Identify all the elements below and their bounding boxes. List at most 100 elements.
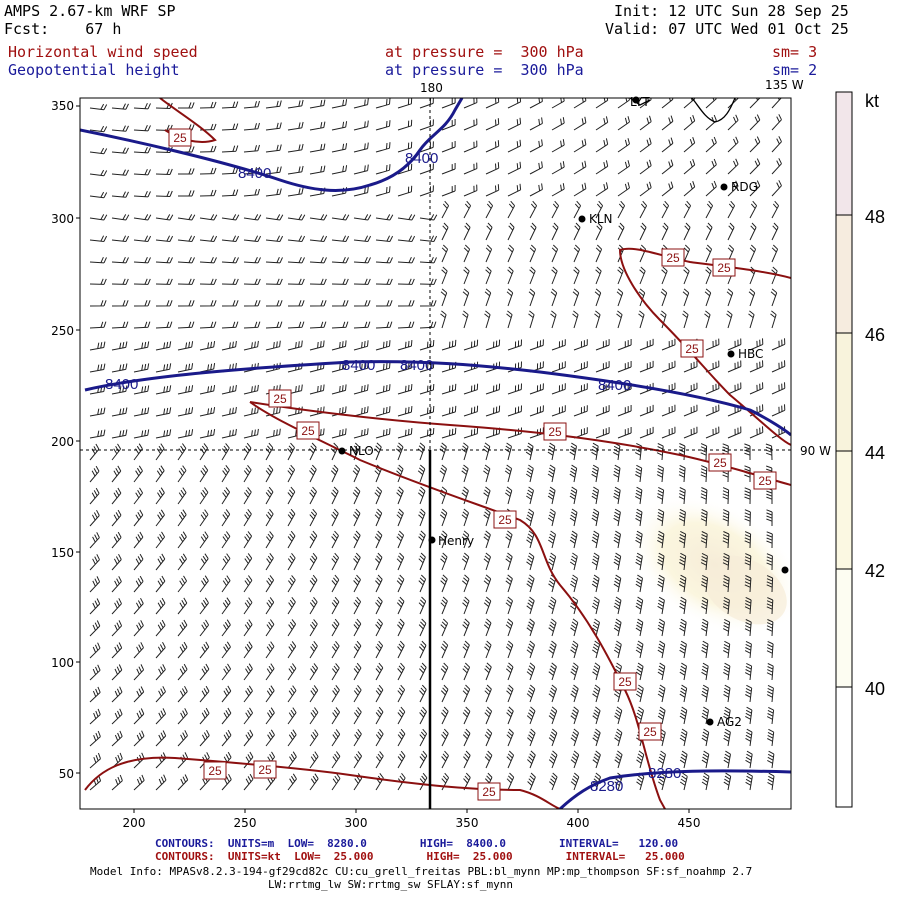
wind-barb [353,278,371,285]
wind-barb [617,116,630,131]
colorbar-label: 48 [865,207,885,227]
wind-barb [265,486,274,505]
station-dot [781,566,789,574]
wind-barb [243,597,253,615]
field1-level: at pressure = 300 hPa [385,43,584,61]
wind-barb [526,552,535,571]
wind-barb [440,640,449,659]
wind-barb [374,530,383,549]
wind-barb [89,509,100,527]
wind-barb [221,235,240,242]
wind-barb [484,640,492,659]
wind-barb [592,618,600,637]
speed-label-box [296,421,320,440]
wind-barb [505,618,514,637]
wind-barb [727,180,739,197]
wind-barb [375,406,391,417]
colorbar-label: 46 [865,325,885,345]
wind-barb [89,708,101,725]
x-tick-label: 300 [345,816,368,830]
wind-barb [155,553,166,571]
wind-barb [595,160,609,175]
wind-barb [353,214,372,221]
wind-barb [506,310,513,329]
speed-label-box [493,510,517,529]
wind-barb [613,530,621,549]
wind-barb [397,256,415,264]
wind-barb [617,361,632,373]
wind-barb [548,552,557,571]
wind-barb [441,98,456,109]
wind-barb [635,552,643,571]
wind-barb [679,706,688,725]
wind-barb [177,774,189,791]
wind-barb [177,256,195,264]
contours-speed-info: CONTOURS: UNITS=kt LOW= 25.000 HIGH= 25.… [155,850,685,863]
wind-barb [287,121,304,131]
wind-barb [507,139,522,153]
wind-barb [592,750,601,769]
wind-barb [265,406,281,417]
wind-barb [419,321,437,329]
wind-barb [397,684,406,703]
wind-barb [177,531,187,549]
wind-barb [375,706,384,725]
speed-label-box [680,339,704,358]
wind-barb [309,340,325,351]
wind-barb [199,663,210,681]
wind-barb [635,486,643,505]
wind-barb [636,750,645,769]
wind-barb [722,552,730,571]
wind-barb [551,200,560,219]
wind-barb [701,618,709,637]
speed-label-box [253,760,277,779]
wind-barb [375,640,384,659]
wind-barb [483,574,492,593]
speed-label-box [543,422,567,441]
wind-barb [177,300,195,307]
wind-barb [506,288,514,307]
wind-barb [331,640,340,659]
wind-barb [287,597,296,615]
wind-barb [287,165,304,175]
wind-barb [353,640,362,659]
wind-barb [89,775,102,791]
wind-barb [722,487,730,505]
wind-barb [419,235,438,242]
wind-barb [199,167,217,175]
wind-barb [243,553,253,571]
wind-barb [463,244,471,263]
wind-barb [766,706,775,725]
y-tick-label: 100 [51,656,74,670]
wind-barb [89,730,101,747]
wind-barb [569,552,578,571]
wind-barb [243,685,253,703]
wind-barb [722,509,730,527]
wind-barb [374,442,382,461]
wind-barb [133,597,144,615]
wind-barb [749,114,761,131]
wind-barb [507,117,522,131]
wind-barb [133,146,151,154]
wind-barb [419,772,428,791]
wind-barb [462,728,471,747]
wind-barb [375,574,383,593]
wind-barb [133,341,150,351]
wind-barb [506,706,514,725]
forecast-hour: Fcst: 67 h [4,20,122,38]
wind-barb [700,552,708,571]
wind-barb [397,428,413,439]
wind-barb [287,641,297,659]
wind-barb [375,142,391,153]
wind-barb [265,575,275,593]
speed-label-box [661,248,685,267]
speed-label-box [203,761,227,780]
wind-barb [396,486,404,505]
wind-barb [287,685,297,703]
wind-barb [705,180,717,197]
station-dot [706,718,714,726]
wind-barb [771,180,782,197]
wind-barb [396,508,404,527]
wind-barb [463,222,471,241]
